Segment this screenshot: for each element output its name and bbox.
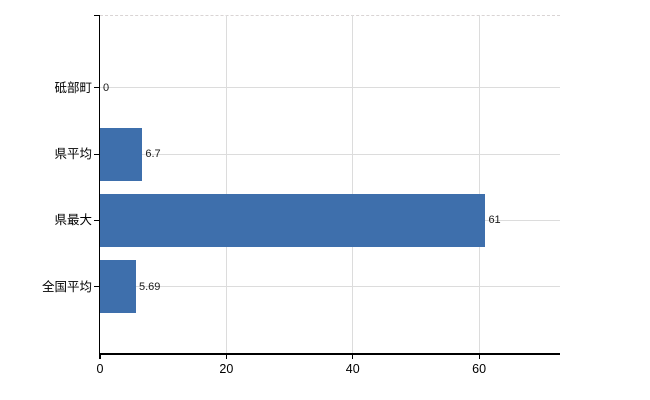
plot-top-border [100, 15, 560, 16]
bar [100, 127, 143, 181]
category-label: 全国平均 [41, 279, 92, 294]
category-label: 砥部町 [54, 80, 92, 95]
bar [100, 260, 136, 314]
y-axis-line [98, 15, 100, 355]
x-axis-tick [99, 354, 101, 359]
gridline-vertical [352, 15, 354, 353]
y-axis-tick [94, 219, 100, 222]
x-axis-tick [352, 354, 354, 359]
gridline-horizontal [100, 87, 560, 89]
x-tick-label: 20 [219, 362, 234, 376]
bar-value-label: 5.69 [138, 280, 161, 293]
y-axis-tick [94, 286, 100, 288]
x-tick-label: 40 [345, 362, 360, 376]
y-axis-tick [94, 153, 100, 155]
gridline-horizontal [100, 153, 560, 155]
gridline-horizontal [100, 286, 560, 288]
x-axis-tick [225, 354, 227, 359]
x-axis-line [98, 353, 560, 355]
bar-value-label: 61 [488, 214, 501, 227]
category-label: 県最大 [54, 213, 92, 228]
bar [100, 193, 486, 247]
y-axis-tick [94, 87, 100, 89]
gridline-vertical [478, 15, 480, 353]
gridline-vertical [225, 15, 227, 353]
y-axis-top-tick [94, 14, 100, 16]
category-label: 県平均 [54, 147, 92, 162]
x-tick-label: 0 [96, 362, 104, 376]
bar-value-label: 0 [103, 81, 110, 94]
x-axis-tick [478, 354, 480, 359]
bar-value-label: 6.7 [145, 148, 161, 161]
x-tick-label: 60 [472, 362, 487, 376]
